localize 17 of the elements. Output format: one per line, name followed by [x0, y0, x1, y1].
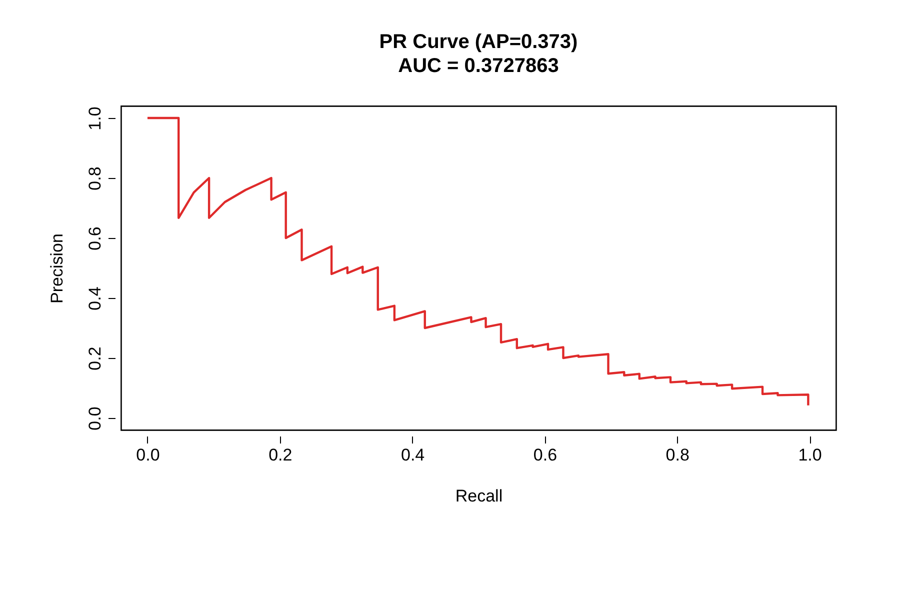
chart-subtitle: AUC = 0.3727863 — [398, 55, 559, 77]
x-tick-label: 1.0 — [798, 446, 822, 464]
y-tick-label: 0.8 — [86, 166, 104, 190]
line-series — [146, 116, 810, 406]
y-axis-title: Precision — [48, 234, 66, 304]
chart-title: PR Curve (AP=0.373) — [379, 31, 578, 53]
y-tick-label: 0.2 — [86, 346, 104, 370]
x-axis-title: Recall — [455, 486, 503, 506]
y-tick-label: 1.0 — [86, 106, 104, 130]
x-tick-label: 0.8 — [666, 446, 690, 464]
x-tick-label: 0.0 — [136, 446, 160, 464]
x-tick-label: 0.2 — [268, 446, 292, 464]
y-tick-label: 0.4 — [86, 286, 104, 310]
x-tick-label: 0.6 — [533, 446, 558, 464]
y-tick-label: 0.6 — [86, 226, 104, 250]
y-tick-label: 0.0 — [86, 406, 104, 430]
x-tick-label: 0.4 — [400, 446, 425, 464]
